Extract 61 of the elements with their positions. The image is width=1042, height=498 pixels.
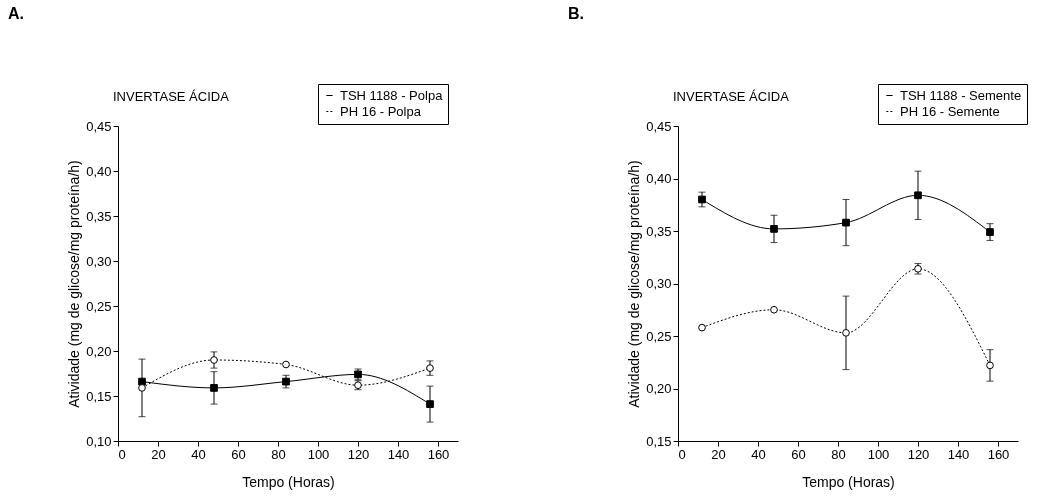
point	[914, 191, 922, 200]
y-tick-label: 0,30	[646, 276, 672, 291]
x-tick-label: 20	[711, 446, 726, 462]
point	[986, 361, 994, 370]
text: B.	[568, 5, 584, 22]
text: A.	[8, 5, 24, 22]
legend-label: TSH 1188 - Semente	[900, 87, 1022, 103]
x-tick-label: 120	[907, 446, 930, 462]
y-tick-label: 0,30	[86, 253, 112, 269]
x-tick-label: 120	[347, 446, 370, 462]
y-axis-title: Atividade (mg de glicose/mg proteína/h)	[66, 160, 83, 408]
x-tick-label: 40	[751, 446, 766, 462]
x-tick-label: 140	[387, 446, 410, 462]
y-tick-label: 0,25	[646, 328, 672, 344]
x-tick-label: 40	[191, 446, 206, 462]
x-tick-label: 100	[307, 446, 330, 462]
chart-title: INVERTASE ÁCIDA	[673, 89, 790, 104]
x-tick-label: 0	[678, 446, 686, 462]
point	[842, 218, 850, 227]
legend-label: PH 16 - Polpa	[340, 103, 422, 119]
x-tick-label: 80	[271, 446, 286, 462]
x-tick-label: 160	[987, 446, 1010, 462]
point	[770, 225, 778, 233]
point	[770, 305, 778, 314]
legend-label: PH 16 - Semente	[900, 103, 1000, 119]
y-tick-label: 0,15	[646, 433, 672, 449]
y-tick-label: 0,10	[86, 433, 112, 449]
x-tick-label: 0	[118, 446, 126, 462]
y-tick-label: 0,45	[646, 118, 672, 134]
x-axis-title: Tempo (Horas)	[242, 473, 335, 490]
x-tick-label: 60	[791, 446, 806, 462]
y-tick-label: 0,35	[86, 208, 112, 224]
x-tick-label: 80	[831, 446, 846, 462]
y-tick-label: 0,45	[86, 118, 112, 134]
point	[210, 356, 218, 364]
y-axis-title: Atividade (mg de glicose/mg proteína/h)	[626, 160, 643, 408]
y-tick-label: 0,20	[86, 343, 112, 359]
point	[698, 323, 706, 332]
y-tick-label: 0,35	[646, 223, 672, 239]
y-tick-label: 0,40	[86, 163, 112, 179]
point	[986, 228, 994, 236]
y-tick-label: 0,25	[86, 298, 112, 314]
point	[210, 384, 218, 392]
point	[138, 384, 146, 392]
x-tick-label: 60	[231, 446, 246, 462]
legend-label: TSH 1188 - Polpa	[340, 87, 444, 103]
chart-title: INVERTASE ÁCIDA	[113, 89, 230, 104]
point	[698, 195, 706, 204]
point	[138, 377, 146, 386]
point	[426, 364, 434, 372]
point	[282, 360, 290, 369]
x-tick-label: 160	[427, 446, 450, 462]
y-tick-label: 0,20	[646, 381, 672, 396]
y-tick-label: 0,40	[646, 171, 672, 186]
point	[842, 329, 850, 337]
x-axis-title: Tempo (Horas)	[802, 473, 895, 490]
y-tick-label: 0,15	[86, 388, 112, 404]
x-tick-label: 140	[947, 446, 970, 462]
x-tick-label: 20	[151, 446, 166, 462]
point	[426, 400, 434, 408]
x-tick-label: 100	[867, 446, 890, 462]
